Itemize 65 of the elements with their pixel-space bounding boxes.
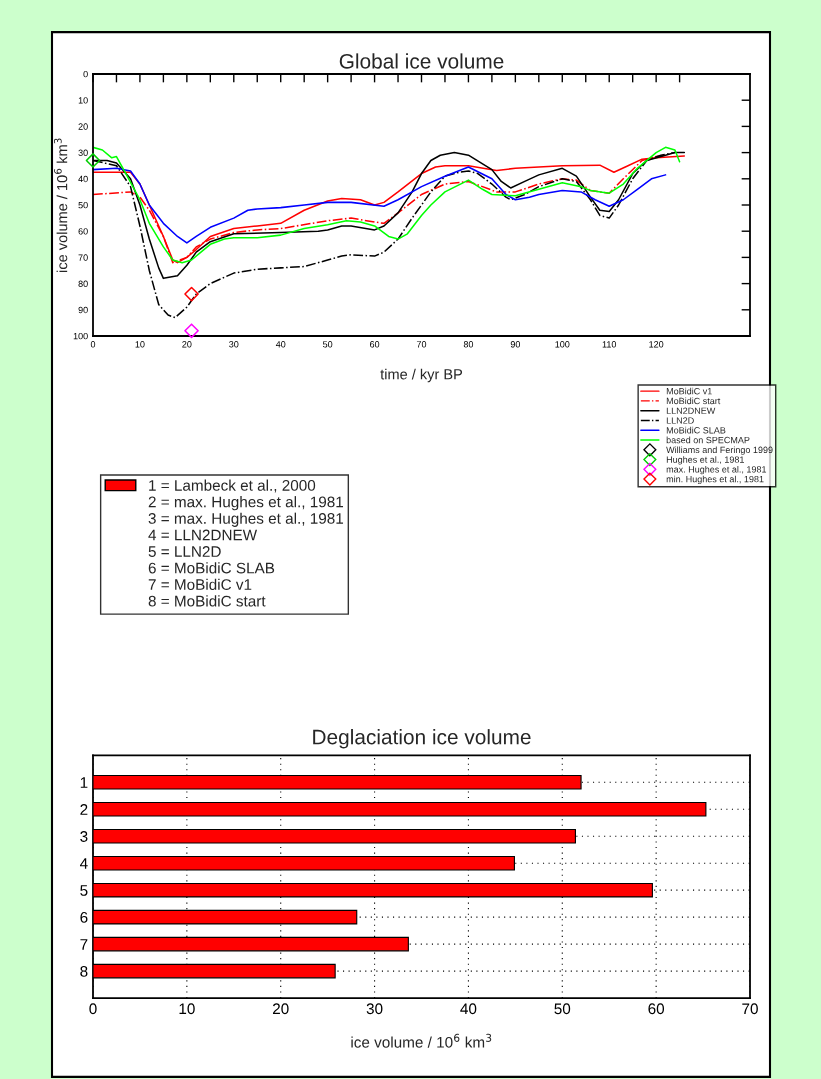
y-tick-label: 10 bbox=[78, 97, 88, 104]
x-tick-label: 100 bbox=[555, 341, 570, 348]
x-tick-label: 70 bbox=[742, 1003, 758, 1015]
text: 3 = max. Hughes et al., 1981 bbox=[148, 512, 344, 527]
x-tick-label: 20 bbox=[272, 1003, 289, 1015]
text: 7 = MoBidiC v1 bbox=[148, 578, 252, 590]
y-tick-label: 60 bbox=[78, 228, 88, 235]
y-tick-label: 20 bbox=[78, 123, 88, 130]
y-tick-label: 80 bbox=[78, 280, 88, 287]
x-tick-label: 70 bbox=[416, 341, 427, 348]
x-tick-label: 20 bbox=[182, 341, 192, 348]
y-tick-label: 30 bbox=[78, 149, 88, 156]
x-tick-label: 40 bbox=[460, 1003, 477, 1015]
chart-title: Global ice volume bbox=[339, 53, 504, 69]
legend-label: MoBidiC v1 bbox=[666, 387, 712, 395]
y-tick-label: 6 bbox=[80, 912, 88, 923]
y-tick-label: 50 bbox=[78, 201, 88, 209]
x-tick-label: 80 bbox=[463, 341, 474, 348]
text: 2 = max. Hughes et al., 1981 bbox=[148, 496, 344, 511]
x-tick-label: 50 bbox=[322, 341, 333, 348]
x-tick-label: 40 bbox=[275, 341, 286, 348]
text: 4 = LLN2DNEW bbox=[148, 529, 258, 541]
legend-label: min. Hughes et al., 1981 bbox=[666, 475, 764, 485]
y-tick-label: 70 bbox=[78, 254, 88, 261]
y-tick-label: 7 bbox=[80, 939, 88, 950]
y-tick-label: 3 bbox=[80, 831, 88, 842]
legend-label: Williams and Feringo 1999 bbox=[666, 446, 773, 455]
text: 5 = LLN2D bbox=[148, 546, 221, 557]
y-tick-label: 1 bbox=[80, 777, 88, 788]
x-tick-label: 50 bbox=[554, 1003, 571, 1015]
x-axis-title: ice volume / 10$^{6}$ km$^{3}$ bbox=[351, 1033, 492, 1048]
y-axis-title: ice volume / 10$^{6}$ km$^{3}$ bbox=[54, 138, 68, 272]
x-tick-label: 30 bbox=[229, 341, 239, 348]
y-tick-label: 100 bbox=[73, 332, 88, 340]
x-tick-label: 60 bbox=[370, 341, 380, 348]
legend-label: max. Hughes et al., 1981 bbox=[666, 465, 767, 475]
y-tick-label: 5 bbox=[80, 885, 88, 896]
y-tick-label: 90 bbox=[78, 306, 88, 314]
x-tick-label: 30 bbox=[366, 1003, 383, 1015]
x-tick-label: 90 bbox=[510, 341, 521, 348]
legend-label: Hughes et al., 1981 bbox=[666, 456, 744, 465]
legend-label: LLN2DNEW bbox=[666, 407, 716, 414]
legend-label: 1 = Lambeck et al., 2000 bbox=[149, 479, 316, 493]
point bbox=[184, 286, 199, 302]
x-tick-label: 120 bbox=[649, 341, 664, 348]
x-tick-label: 10 bbox=[135, 341, 145, 348]
legend-label: LLN2D bbox=[666, 417, 694, 424]
y-tick-label: 8 bbox=[80, 965, 88, 977]
x-tick-label: 0 bbox=[89, 1003, 97, 1015]
text: 6 = MoBidiC SLAB bbox=[148, 562, 275, 574]
y-tick-label: 0 bbox=[83, 70, 88, 78]
chart-title: Deglaciation ice volume bbox=[313, 729, 531, 749]
text: 8 = MoBidiC start bbox=[148, 595, 266, 607]
x-tick-label: 60 bbox=[648, 1003, 665, 1015]
y-tick-label: 4 bbox=[79, 858, 88, 869]
x-tick-label: 110 bbox=[602, 341, 617, 348]
y-tick-label: 2 bbox=[80, 804, 88, 815]
y-tick-label: 40 bbox=[78, 175, 88, 183]
x-tick-label: 0 bbox=[90, 341, 96, 348]
x-tick-label: 10 bbox=[179, 1003, 195, 1015]
legend-label: MoBidiC SLAB bbox=[666, 426, 726, 434]
point bbox=[184, 323, 199, 339]
legend-label: based on SPECMAP bbox=[666, 436, 750, 444]
x-axis-title: time / kyr BP bbox=[380, 368, 463, 383]
legend-label: MoBidiC start bbox=[666, 397, 721, 405]
